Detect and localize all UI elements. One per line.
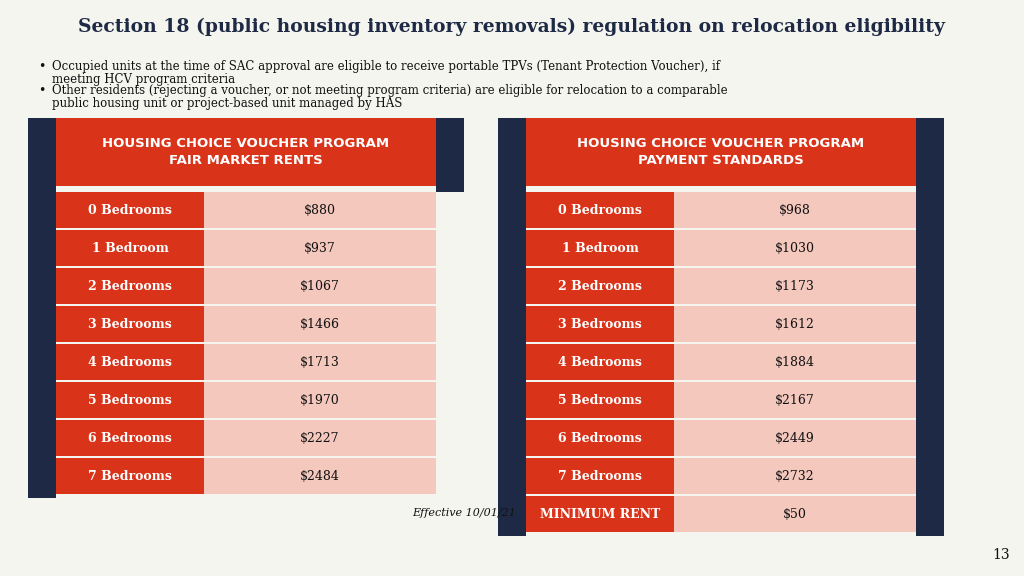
Text: $2167: $2167	[775, 393, 815, 407]
Bar	[674, 382, 916, 418]
Bar	[28, 118, 56, 498]
Text: $2732: $2732	[775, 469, 815, 483]
Bar	[56, 382, 204, 418]
Text: Occupied units at the time of SAC approval are eligible to receive portable TPVs: Occupied units at the time of SAC approv…	[52, 60, 720, 73]
Text: $1030: $1030	[775, 241, 815, 255]
Text: 3 Bedrooms: 3 Bedrooms	[88, 317, 172, 331]
Bar	[204, 458, 436, 494]
Bar	[674, 268, 916, 304]
Text: $2449: $2449	[775, 431, 815, 445]
Bar	[674, 230, 916, 266]
Bar	[526, 268, 674, 304]
Text: 1 Bedroom: 1 Bedroom	[91, 241, 168, 255]
Bar	[674, 496, 916, 532]
Text: MINIMUM RENT: MINIMUM RENT	[540, 507, 660, 521]
Bar	[204, 230, 436, 266]
Bar	[916, 118, 944, 536]
Bar	[56, 118, 436, 186]
Text: 4 Bedrooms: 4 Bedrooms	[558, 355, 642, 369]
Text: 1 Bedroom: 1 Bedroom	[561, 241, 638, 255]
Text: 2 Bedrooms: 2 Bedrooms	[88, 279, 172, 293]
Bar	[204, 192, 436, 228]
Text: 5 Bedrooms: 5 Bedrooms	[558, 393, 642, 407]
Bar	[56, 192, 204, 228]
Text: $50: $50	[783, 507, 807, 521]
Text: 3 Bedrooms: 3 Bedrooms	[558, 317, 642, 331]
Text: 0 Bedrooms: 0 Bedrooms	[88, 203, 172, 217]
Text: meeting HCV program criteria: meeting HCV program criteria	[52, 73, 236, 86]
Bar	[526, 458, 674, 494]
Text: $1970: $1970	[300, 393, 340, 407]
Bar	[526, 420, 674, 456]
Text: $2484: $2484	[300, 469, 340, 483]
Text: $1466: $1466	[300, 317, 340, 331]
Bar	[56, 268, 204, 304]
Text: 4 Bedrooms: 4 Bedrooms	[88, 355, 172, 369]
Text: $880: $880	[304, 203, 336, 217]
Text: Other residents (rejecting a voucher, or not meeting program criteria) are eligi: Other residents (rejecting a voucher, or…	[52, 84, 728, 97]
Bar	[674, 344, 916, 380]
Bar	[56, 230, 204, 266]
Bar	[674, 306, 916, 342]
Text: $1713: $1713	[300, 355, 340, 369]
Bar	[526, 192, 674, 228]
Text: HOUSING CHOICE VOUCHER PROGRAM
PAYMENT STANDARDS: HOUSING CHOICE VOUCHER PROGRAM PAYMENT S…	[578, 137, 864, 167]
Text: 0 Bedrooms: 0 Bedrooms	[558, 203, 642, 217]
Bar	[526, 382, 674, 418]
Text: 2 Bedrooms: 2 Bedrooms	[558, 279, 642, 293]
Bar	[526, 306, 674, 342]
Bar	[204, 382, 436, 418]
Text: $1173: $1173	[775, 279, 815, 293]
Text: 5 Bedrooms: 5 Bedrooms	[88, 393, 172, 407]
Text: 7 Bedrooms: 7 Bedrooms	[558, 469, 642, 483]
Bar	[204, 306, 436, 342]
Bar	[56, 344, 204, 380]
Text: •: •	[38, 84, 45, 97]
Text: 6 Bedrooms: 6 Bedrooms	[558, 431, 642, 445]
Text: public housing unit or project-based unit managed by HAS: public housing unit or project-based uni…	[52, 97, 402, 110]
Bar	[674, 192, 916, 228]
Bar	[56, 306, 204, 342]
Text: HOUSING CHOICE VOUCHER PROGRAM
FAIR MARKET RENTS: HOUSING CHOICE VOUCHER PROGRAM FAIR MARK…	[102, 137, 389, 167]
Bar	[204, 420, 436, 456]
Text: 6 Bedrooms: 6 Bedrooms	[88, 431, 172, 445]
Bar	[436, 118, 464, 192]
Bar	[498, 118, 526, 536]
Bar	[526, 496, 674, 532]
Text: Effective 10/01/21: Effective 10/01/21	[412, 508, 516, 518]
Bar	[526, 344, 674, 380]
Text: 13: 13	[992, 548, 1010, 562]
Text: $1612: $1612	[775, 317, 815, 331]
Text: $937: $937	[304, 241, 336, 255]
Bar	[526, 230, 674, 266]
Bar	[674, 458, 916, 494]
Bar	[526, 118, 916, 186]
Text: 7 Bedrooms: 7 Bedrooms	[88, 469, 172, 483]
Bar	[204, 268, 436, 304]
Bar	[56, 458, 204, 494]
Text: $968: $968	[779, 203, 811, 217]
Text: •: •	[38, 60, 45, 73]
Bar	[56, 420, 204, 456]
Text: $2227: $2227	[300, 431, 340, 445]
Text: Section 18 (public housing inventory removals) regulation on relocation eligibil: Section 18 (public housing inventory rem…	[79, 18, 945, 36]
Text: $1067: $1067	[300, 279, 340, 293]
Text: $1884: $1884	[775, 355, 815, 369]
Bar	[204, 344, 436, 380]
Bar	[674, 420, 916, 456]
